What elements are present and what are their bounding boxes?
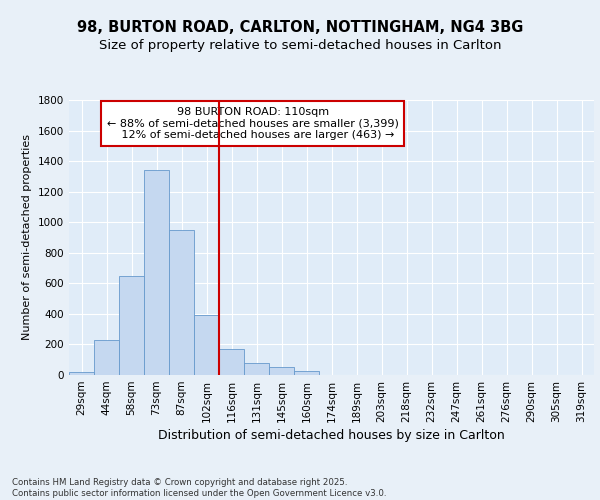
Bar (269, 368, 294, 375)
Bar (94, 340, 119, 375)
Bar (169, 230, 194, 375)
Text: 98 BURTON ROAD: 110sqm
← 88% of semi-detached houses are smaller (3,399)
   12% : 98 BURTON ROAD: 110sqm ← 88% of semi-det… (107, 107, 398, 140)
Text: Contains HM Land Registry data © Crown copyright and database right 2025.
Contai: Contains HM Land Registry data © Crown c… (12, 478, 386, 498)
Bar (69, 372, 94, 375)
Bar (244, 363, 269, 375)
X-axis label: Distribution of semi-detached houses by size in Carlton: Distribution of semi-detached houses by … (158, 429, 505, 442)
Bar (194, 316, 219, 375)
Bar (294, 371, 319, 375)
Bar (144, 170, 169, 375)
Y-axis label: Number of semi-detached properties: Number of semi-detached properties (22, 134, 32, 340)
Bar (219, 349, 244, 375)
Text: 98, BURTON ROAD, CARLTON, NOTTINGHAM, NG4 3BG: 98, BURTON ROAD, CARLTON, NOTTINGHAM, NG… (77, 20, 523, 35)
Text: Size of property relative to semi-detached houses in Carlton: Size of property relative to semi-detach… (99, 38, 501, 52)
Bar (119, 276, 144, 375)
